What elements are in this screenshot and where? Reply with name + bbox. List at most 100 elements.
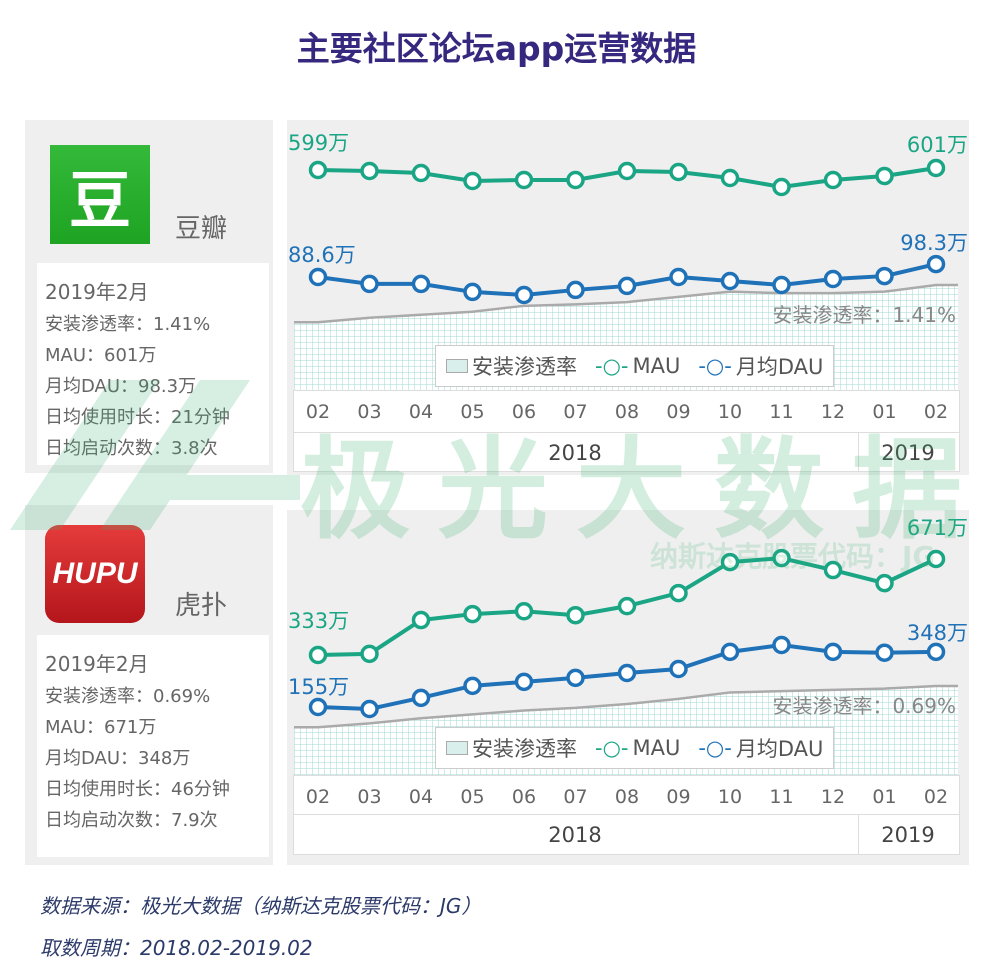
- dau-point: [463, 282, 482, 302]
- mau-first-label: 599万: [288, 131, 349, 155]
- dau-point: [823, 269, 843, 289]
- mau-last-label: 671万: [907, 516, 968, 540]
- mau-point: [463, 171, 482, 191]
- x-tick-label: 04: [409, 401, 433, 423]
- mau-point: [823, 560, 843, 580]
- mau-point: [926, 549, 946, 569]
- mau-point: [617, 161, 637, 181]
- penetration-annotation: 安装渗透率：1.41%: [772, 303, 956, 327]
- watermark-text: 极光大数据: [300, 426, 990, 554]
- x-tick-label: 11: [769, 401, 793, 423]
- x-tick-label: 07: [563, 786, 587, 808]
- year-label: 2019: [881, 823, 934, 847]
- line-marker-icon: -○-: [595, 736, 629, 760]
- area-swatch-icon: [446, 359, 468, 373]
- year-label: 2018: [548, 441, 601, 465]
- mau-point: [772, 177, 791, 197]
- douban-header: 豆 豆瓣: [25, 120, 273, 263]
- watermark-logo-icon: [10, 380, 300, 530]
- dau-point: [926, 642, 946, 662]
- mau-point: [308, 160, 328, 180]
- dau-point: [463, 676, 482, 696]
- legend-item-penetration: 安装渗透率: [446, 351, 577, 381]
- area-swatch-icon: [446, 741, 468, 755]
- legend-item-dau: -○- 月均DAU: [698, 736, 824, 761]
- dau-point: [823, 642, 843, 662]
- dau-point: [875, 643, 894, 662]
- year-row: [293, 432, 960, 472]
- stat-dau: 月均DAU：348万: [45, 748, 191, 769]
- x-tick-label: 09: [666, 401, 690, 423]
- dau-point: [411, 274, 431, 294]
- line-marker-icon: -○-: [698, 354, 732, 378]
- penetration-area-edge: [294, 283, 958, 324]
- mau-point: [411, 610, 431, 630]
- page-title: 主要社区论坛app运营数据: [296, 29, 697, 68]
- dau-point: [669, 659, 688, 679]
- year-label: 2019: [881, 441, 934, 465]
- mau-point: [617, 596, 637, 616]
- dau-point: [720, 271, 740, 291]
- stat-dau: 月均DAU：98.3万: [45, 371, 269, 402]
- dau-last-label: 98.3万: [900, 231, 968, 255]
- year-divider: [858, 814, 859, 855]
- x-tick-label: 03: [357, 786, 381, 808]
- x-tick-label: 05: [460, 401, 484, 423]
- mau-point: [360, 161, 379, 181]
- stat-penetration: 安装渗透率：0.69%: [45, 686, 211, 707]
- footer-source: 数据来源：极光大数据（纳斯达克股票代码：JG）: [40, 894, 482, 918]
- stat-date: 2019年2月: [45, 652, 149, 676]
- stat-mau: MAU：671万: [45, 717, 157, 738]
- x-tick-label: 01: [872, 401, 896, 423]
- mau-point: [514, 170, 534, 190]
- stat-duration: 日均使用时长：46分钟: [45, 779, 230, 800]
- legend-item-mau: -○- MAU: [595, 736, 681, 760]
- dau-point: [875, 266, 894, 286]
- mau-first-label: 333万: [288, 609, 349, 633]
- dau-first-label: 88.6万: [288, 243, 356, 267]
- mau-point: [669, 583, 688, 603]
- mau-point: [411, 163, 431, 183]
- dau-point: [566, 280, 585, 300]
- x-tick-label: 01: [872, 786, 896, 808]
- dau-point: [772, 635, 791, 655]
- stat-duration: 日均使用时长：21分钟: [45, 407, 230, 428]
- x-tick-label: 08: [615, 401, 639, 423]
- legend-item-dau: -○- 月均DAU: [698, 354, 824, 379]
- dau-point: [720, 642, 740, 662]
- x-tick-label: 02: [924, 786, 948, 808]
- stat-date: 2019年2月: [45, 280, 149, 304]
- x-tick-label: 03: [357, 401, 381, 423]
- dau-point: [772, 275, 791, 295]
- dau-last-label: 348万: [907, 621, 968, 645]
- dau-point: [926, 254, 946, 274]
- x-tick-label: 02: [924, 401, 948, 423]
- x-tick-label: 05: [460, 786, 484, 808]
- x-tick-label: 12: [821, 786, 845, 808]
- dau-point: [514, 672, 534, 692]
- mau-last-label: 601万: [907, 133, 968, 157]
- mau-point: [720, 552, 740, 572]
- x-tick-label: 10: [718, 786, 742, 808]
- mau-point: [720, 168, 740, 188]
- x-tick-label: 12: [821, 401, 845, 423]
- dau-point: [360, 274, 379, 294]
- legend: 安装渗透率 -○- MAU -○- 月均DAU: [435, 727, 835, 769]
- x-tick-label: 06: [512, 401, 536, 423]
- line-marker-icon: -○-: [698, 736, 732, 760]
- mau-point: [566, 605, 585, 625]
- legend-item-mau: -○- MAU: [595, 354, 681, 378]
- dau-point: [566, 668, 585, 688]
- hupu-header: HUPU 虎扑: [25, 505, 273, 635]
- app-name: 豆瓣: [175, 214, 228, 244]
- footer-period: 取数周期：2018.02-2019.02: [40, 936, 313, 960]
- x-tick-label: 02: [306, 786, 330, 808]
- dau-point: [308, 697, 328, 717]
- mau-point: [463, 604, 482, 624]
- dau-point: [514, 285, 534, 305]
- dau-point: [617, 276, 637, 296]
- hupu-stats: 2019年2月 安装渗透率：0.69% MAU：671万 月均DAU：348万 …: [25, 635, 273, 865]
- mau-point: [875, 166, 894, 186]
- dau-first-label: 155万: [288, 675, 349, 699]
- x-tick-label: 09: [666, 786, 690, 808]
